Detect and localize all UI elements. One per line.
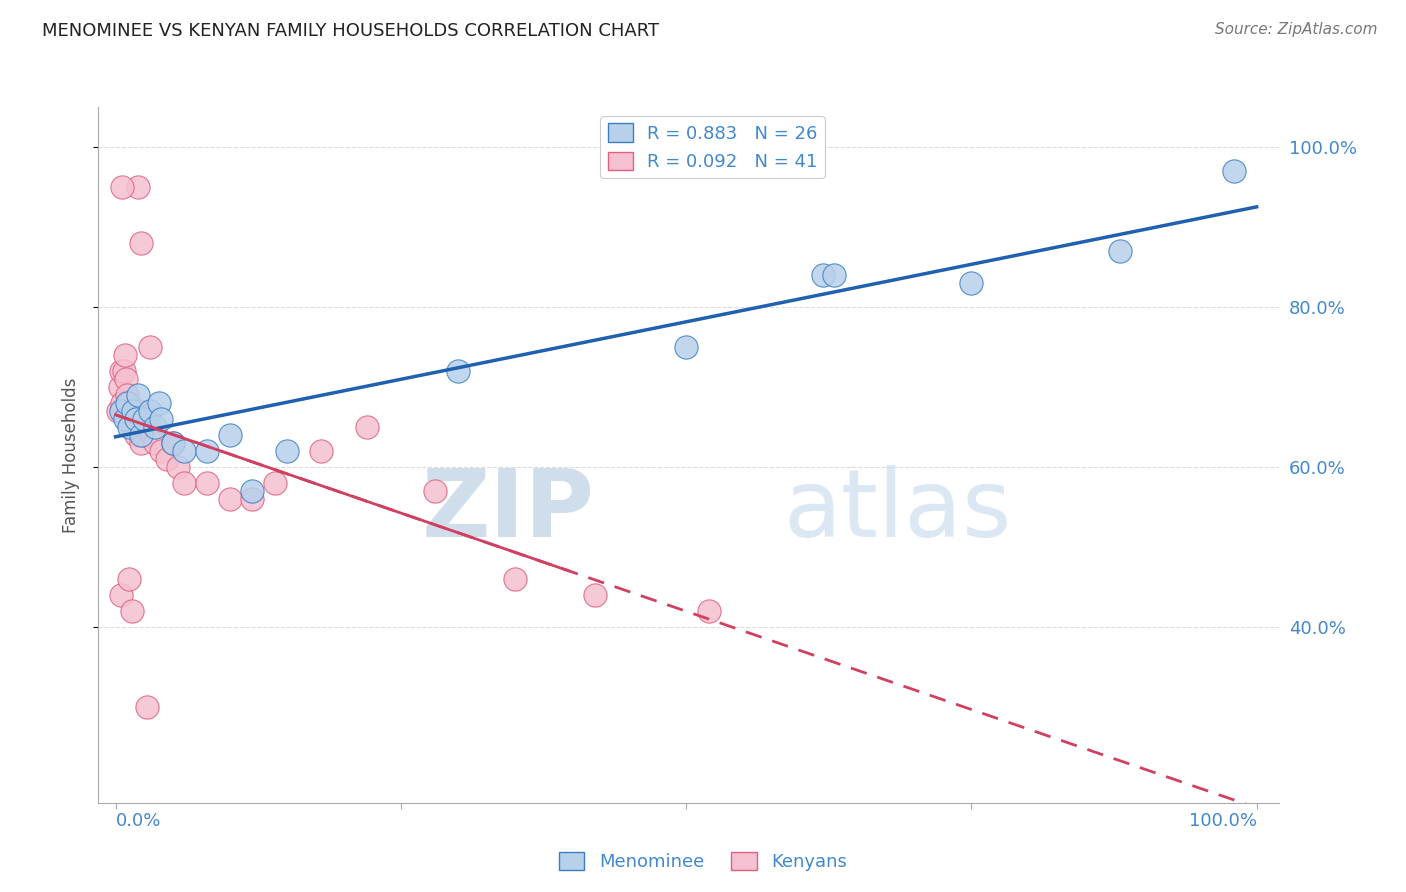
- Point: [118, 396, 141, 410]
- Point: [132, 412, 155, 426]
- Point: [124, 420, 146, 434]
- Point: [122, 412, 145, 426]
- Point: [129, 428, 152, 442]
- Point: [115, 388, 138, 402]
- Point: [156, 451, 179, 466]
- Text: Source: ZipAtlas.com: Source: ZipAtlas.com: [1215, 22, 1378, 37]
- Point: [121, 404, 143, 418]
- Point: [108, 380, 131, 394]
- Point: [115, 396, 138, 410]
- Point: [107, 404, 129, 418]
- Point: [121, 404, 143, 418]
- Point: [264, 475, 287, 490]
- Point: [114, 372, 136, 386]
- Legend: Menominee, Kenyans: Menominee, Kenyans: [553, 845, 853, 879]
- Point: [503, 572, 526, 586]
- Point: [136, 420, 159, 434]
- Point: [960, 276, 983, 290]
- Point: [125, 428, 148, 442]
- Point: [145, 420, 167, 434]
- Point: [139, 340, 162, 354]
- Point: [276, 444, 298, 458]
- Point: [118, 420, 141, 434]
- Point: [173, 475, 195, 490]
- Point: [127, 388, 149, 402]
- Point: [823, 268, 845, 282]
- Point: [121, 604, 143, 618]
- Point: [145, 436, 167, 450]
- Legend: R = 0.883   N = 26, R = 0.092   N = 41: R = 0.883 N = 26, R = 0.092 N = 41: [600, 116, 825, 178]
- Point: [218, 491, 240, 506]
- Point: [162, 436, 184, 450]
- Point: [675, 340, 697, 354]
- Point: [125, 412, 148, 426]
- Point: [118, 572, 141, 586]
- Point: [120, 412, 142, 426]
- Point: [583, 588, 606, 602]
- Point: [127, 412, 149, 426]
- Y-axis label: Family Households: Family Households: [62, 377, 80, 533]
- Text: MENOMINEE VS KENYAN FAMILY HOUSEHOLDS CORRELATION CHART: MENOMINEE VS KENYAN FAMILY HOUSEHOLDS CO…: [42, 22, 659, 40]
- Point: [139, 404, 162, 418]
- Text: atlas: atlas: [783, 465, 1012, 557]
- Point: [1108, 244, 1130, 258]
- Point: [150, 444, 173, 458]
- Point: [111, 180, 134, 194]
- Point: [195, 475, 218, 490]
- Point: [195, 444, 218, 458]
- Point: [242, 483, 264, 498]
- Point: [309, 444, 332, 458]
- Point: [136, 699, 159, 714]
- Point: [150, 412, 173, 426]
- Point: [110, 364, 132, 378]
- Point: [811, 268, 834, 282]
- Point: [129, 235, 152, 250]
- Point: [173, 444, 195, 458]
- Point: [121, 420, 143, 434]
- Point: [423, 483, 446, 498]
- Point: [356, 420, 378, 434]
- Point: [1223, 164, 1246, 178]
- Text: 0.0%: 0.0%: [115, 813, 160, 830]
- Text: 100.0%: 100.0%: [1188, 813, 1257, 830]
- Point: [162, 436, 184, 450]
- Point: [129, 436, 152, 450]
- Point: [242, 491, 264, 506]
- Point: [132, 428, 155, 442]
- Point: [141, 428, 163, 442]
- Point: [114, 412, 136, 426]
- Point: [110, 588, 132, 602]
- Point: [128, 404, 150, 418]
- Point: [127, 420, 149, 434]
- Point: [112, 364, 135, 378]
- Point: [697, 604, 720, 618]
- Point: [447, 364, 470, 378]
- Point: [167, 459, 190, 474]
- Text: ZIP: ZIP: [422, 465, 595, 557]
- Point: [111, 396, 134, 410]
- Point: [110, 404, 132, 418]
- Point: [127, 180, 149, 194]
- Point: [114, 348, 136, 362]
- Point: [218, 428, 240, 442]
- Point: [117, 404, 139, 418]
- Point: [148, 396, 170, 410]
